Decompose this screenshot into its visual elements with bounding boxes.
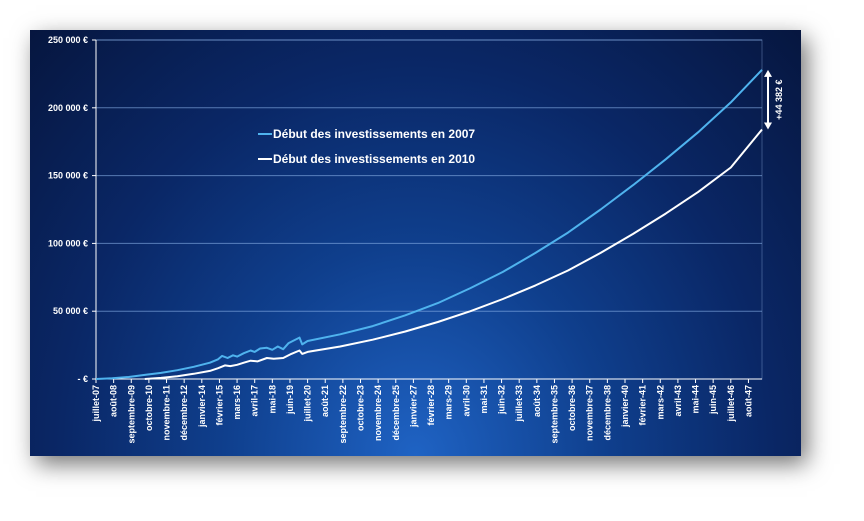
x-tick-label: janvier-40 (620, 385, 630, 428)
y-tick-label: 150 000 € (48, 171, 88, 181)
x-tick-label: octobre-10 (144, 385, 154, 431)
x-tick-label: août-47 (743, 385, 753, 417)
series-lines (95, 69, 763, 380)
x-tick-label: mai-18 (267, 385, 277, 414)
series-line-1 (95, 69, 763, 380)
arrowhead-up-icon (764, 69, 772, 77)
line-chart: - € 50 000 € 100 000 € 150 000 € 200 000 € 25… (48, 35, 784, 444)
y-axis: - € 50 000 € 100 000 € 150 000 € 200 000 € 25… (48, 35, 97, 384)
legend-label-1: Début des investissements en 2007 (273, 127, 475, 141)
x-tick-label: juillet-46 (726, 385, 736, 423)
y-tick-label: 100 000 € (48, 238, 88, 248)
x-tick-label: août-34 (532, 385, 542, 417)
plot-area (95, 39, 763, 380)
x-tick-label: avril-17 (250, 385, 260, 417)
x-tick-label: janvier-14 (197, 385, 207, 428)
x-tick-label: janvier-27 (408, 385, 418, 428)
x-tick-label: septembre-09 (126, 385, 136, 444)
x-tick-label: septembre-22 (338, 385, 348, 444)
x-tick-label: juin-45 (708, 385, 718, 415)
series-line-2 (144, 128, 763, 380)
x-tick-label: mai-31 (479, 385, 489, 414)
y-tick-label: - € (77, 374, 88, 384)
legend-label-2: Début des investissements en 2010 (273, 152, 475, 166)
x-tick-label: juillet-07 (91, 385, 101, 423)
x-tick-label: juillet-33 (514, 385, 524, 423)
x-tick-label: février-28 (426, 385, 436, 426)
gridlines (95, 39, 763, 380)
x-tick-label: août-08 (109, 385, 119, 417)
x-tick-label: juillet-20 (303, 385, 313, 423)
x-tick-label: juin-32 (497, 385, 507, 415)
x-tick-label: novembre-37 (585, 385, 595, 441)
y-tick-label: 250 000 € (48, 35, 88, 45)
y-tick-label: 200 000 € (48, 103, 88, 113)
x-tick-label: mars-16 (232, 385, 242, 420)
x-tick-label: décembre-12 (179, 385, 189, 441)
x-tick-label: août-21 (320, 385, 330, 417)
difference-annotation: +44 382 € (764, 69, 784, 130)
arrowhead-down-icon (764, 122, 772, 130)
y-tick-label: 50 000 € (53, 306, 88, 316)
x-tick-label: mars-29 (444, 385, 454, 420)
x-tick-label: octobre-36 (567, 385, 577, 431)
x-tick-label: novembre-24 (373, 385, 383, 441)
x-tick-label: avril-30 (461, 385, 471, 417)
x-tick-label: décembre-25 (391, 385, 401, 441)
x-tick-label: octobre-23 (356, 385, 366, 431)
x-tick-label: février-15 (214, 385, 224, 426)
x-tick-label: février-41 (638, 385, 648, 426)
x-tick-label: septembre-35 (549, 385, 559, 444)
x-tick-label: juin-19 (285, 385, 295, 415)
x-axis: juillet-07 août-08 septembre-09 octobre-10 n… (91, 378, 762, 444)
x-tick-label: mars-42 (655, 385, 665, 420)
legend: Début des investissements en 2007 Début d… (258, 127, 475, 166)
x-tick-label: décembre-38 (602, 385, 612, 441)
annotation-label: +44 382 € (774, 80, 784, 120)
x-tick-label: avril-43 (673, 385, 683, 417)
x-tick-label: mai-44 (691, 385, 701, 414)
chart-panel: - € 50 000 € 100 000 € 150 000 € 200 000 € 25… (30, 30, 801, 456)
x-tick-label: novembre-11 (162, 385, 172, 441)
